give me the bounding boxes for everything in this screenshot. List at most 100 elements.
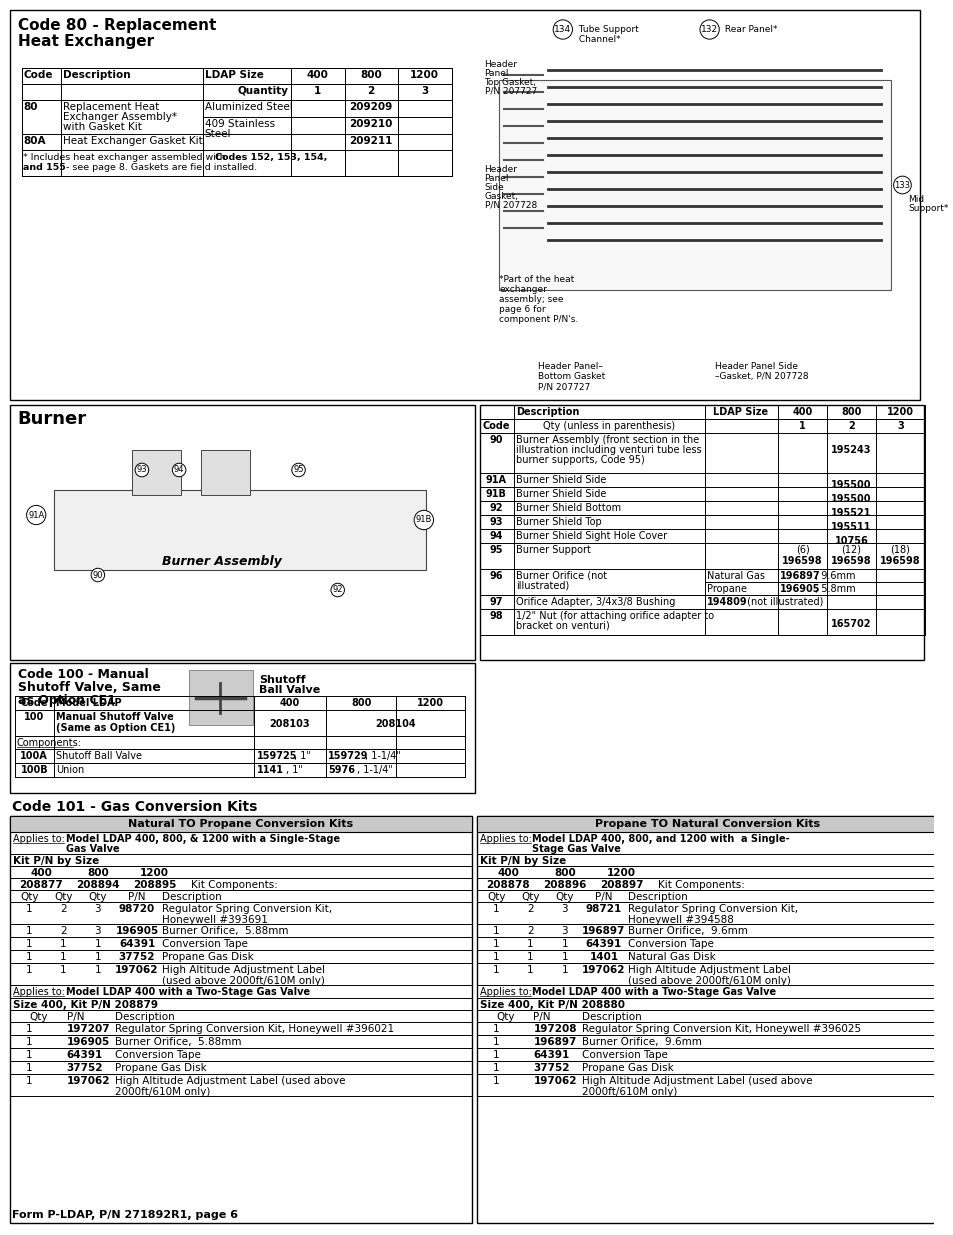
Text: 37752: 37752 <box>67 1063 103 1073</box>
Text: Propane Gas Disk: Propane Gas Disk <box>161 952 253 962</box>
Text: 100B: 100B <box>20 764 48 776</box>
Text: 209209: 209209 <box>349 103 393 112</box>
Text: 1200: 1200 <box>416 698 444 708</box>
Text: Kit P/N by Size: Kit P/N by Size <box>12 856 99 866</box>
Text: 80: 80 <box>24 103 38 112</box>
Text: 3: 3 <box>94 904 101 914</box>
Text: 1: 1 <box>527 939 534 948</box>
Text: 159725: 159725 <box>256 751 296 761</box>
Text: Natural Gas: Natural Gas <box>706 571 764 580</box>
Text: 1: 1 <box>94 952 101 962</box>
Text: Model LDAP 400 with a Two-Stage Gas Valve: Model LDAP 400 with a Two-Stage Gas Valv… <box>66 987 310 997</box>
Text: Conversion Tape: Conversion Tape <box>115 1050 201 1060</box>
Text: Side: Side <box>484 183 504 191</box>
Text: Applies to:: Applies to: <box>12 987 65 997</box>
Text: 64391: 64391 <box>533 1050 569 1060</box>
Text: illustrated): illustrated) <box>516 580 569 592</box>
Text: 800: 800 <box>841 408 861 417</box>
Text: Heat Exchanger: Heat Exchanger <box>17 35 153 49</box>
Text: 1: 1 <box>527 952 534 962</box>
Text: page 6 for: page 6 for <box>498 305 545 314</box>
Text: 208894: 208894 <box>76 881 119 890</box>
Text: Qty: Qty <box>555 892 574 902</box>
Text: 195243: 195243 <box>830 445 871 454</box>
Text: Qty (unless in parenthesis): Qty (unless in parenthesis) <box>542 421 674 431</box>
Text: 400: 400 <box>792 408 812 417</box>
Text: Burner Shield Side: Burner Shield Side <box>516 475 605 485</box>
Text: Bottom Gasket: Bottom Gasket <box>537 372 605 382</box>
Text: and 155: and 155 <box>24 163 66 172</box>
Text: Regulator Spring Conversion Kit,: Regulator Spring Conversion Kit, <box>161 904 332 914</box>
Text: 196905: 196905 <box>115 926 158 936</box>
Text: 209211: 209211 <box>349 136 393 146</box>
Text: Burner Assembly: Burner Assembly <box>161 555 281 568</box>
Text: Code: Code <box>20 698 48 708</box>
Text: Shutoff: Shutoff <box>259 676 306 685</box>
Text: 5976: 5976 <box>328 764 355 776</box>
Text: 3: 3 <box>420 86 428 96</box>
Bar <box>476 816 938 1223</box>
Text: Description: Description <box>115 1011 175 1023</box>
Text: P/N 207727: P/N 207727 <box>537 382 590 391</box>
Text: 195521: 195521 <box>830 508 871 517</box>
Text: 800: 800 <box>359 70 381 80</box>
Text: 196905: 196905 <box>67 1037 110 1047</box>
Text: 92: 92 <box>489 503 502 513</box>
Text: Description: Description <box>581 1011 641 1023</box>
Text: Qty: Qty <box>89 892 107 902</box>
Text: 91A: 91A <box>28 510 44 520</box>
Text: Quantity: Quantity <box>237 86 289 96</box>
Text: Propane TO Natural Conversion Kits: Propane TO Natural Conversion Kits <box>595 819 820 829</box>
Text: 400: 400 <box>306 70 328 80</box>
Bar <box>10 816 472 832</box>
Text: Burner Assembly (front section in the: Burner Assembly (front section in the <box>516 435 699 445</box>
Text: burner supports, Code 95): burner supports, Code 95) <box>516 454 644 466</box>
Text: 90: 90 <box>489 435 502 445</box>
Text: 196897: 196897 <box>581 926 625 936</box>
Text: P/N 207728: P/N 207728 <box>484 201 537 210</box>
Text: Orifice Adapter, 3/4x3/8 Bushing: Orifice Adapter, 3/4x3/8 Bushing <box>516 597 675 606</box>
Text: 3: 3 <box>561 904 567 914</box>
Text: 196598: 196598 <box>781 556 822 566</box>
Text: 2: 2 <box>527 926 534 936</box>
Text: Heat Exchanger Gasket Kit: Heat Exchanger Gasket Kit <box>63 136 202 146</box>
Text: Qty: Qty <box>486 892 505 902</box>
Text: 800: 800 <box>87 868 109 878</box>
Text: Honeywell #394588: Honeywell #394588 <box>628 915 734 925</box>
Text: 1: 1 <box>26 1024 32 1034</box>
Text: 1: 1 <box>493 904 499 914</box>
Text: 208895: 208895 <box>132 881 176 890</box>
Text: Qty: Qty <box>496 1011 515 1023</box>
Text: Replacement Heat: Replacement Heat <box>63 103 159 112</box>
Text: Model LDAP 400, 800, and 1200 with  a Single-: Model LDAP 400, 800, and 1200 with a Sin… <box>532 834 789 844</box>
Text: Propane Gas Disk: Propane Gas Disk <box>115 1063 207 1073</box>
Text: Top Gasket,: Top Gasket, <box>484 78 536 86</box>
Text: 197062: 197062 <box>115 965 158 974</box>
Text: 91B: 91B <box>485 489 506 499</box>
Text: 1200: 1200 <box>606 868 636 878</box>
Text: 800: 800 <box>554 868 575 878</box>
Text: 196598: 196598 <box>830 556 871 566</box>
Text: 100: 100 <box>24 713 45 722</box>
Text: 1: 1 <box>60 952 67 962</box>
Text: 195511: 195511 <box>830 522 871 532</box>
Text: 1/2" Nut (for attaching orifice adapter to: 1/2" Nut (for attaching orifice adapter … <box>516 611 713 621</box>
Text: with Gasket Kit: with Gasket Kit <box>63 122 141 132</box>
Text: 400: 400 <box>497 868 518 878</box>
Text: 197062: 197062 <box>533 1076 577 1086</box>
Text: Qty: Qty <box>20 892 38 902</box>
Text: 95: 95 <box>489 545 502 555</box>
Text: bracket on venturi): bracket on venturi) <box>516 621 609 631</box>
Text: 1: 1 <box>493 1037 499 1047</box>
Bar <box>10 663 475 793</box>
Text: (18): (18) <box>889 545 909 555</box>
Text: 1401: 1401 <box>589 952 618 962</box>
Text: , 1": , 1" <box>286 764 302 776</box>
Text: 1: 1 <box>493 939 499 948</box>
Text: LDAP Size: LDAP Size <box>713 408 768 417</box>
Text: (12): (12) <box>841 545 861 555</box>
Text: 400: 400 <box>30 868 52 878</box>
Text: , 5.8mm: , 5.8mm <box>815 584 855 594</box>
Text: 208103: 208103 <box>269 719 310 729</box>
Text: 2: 2 <box>847 421 854 431</box>
